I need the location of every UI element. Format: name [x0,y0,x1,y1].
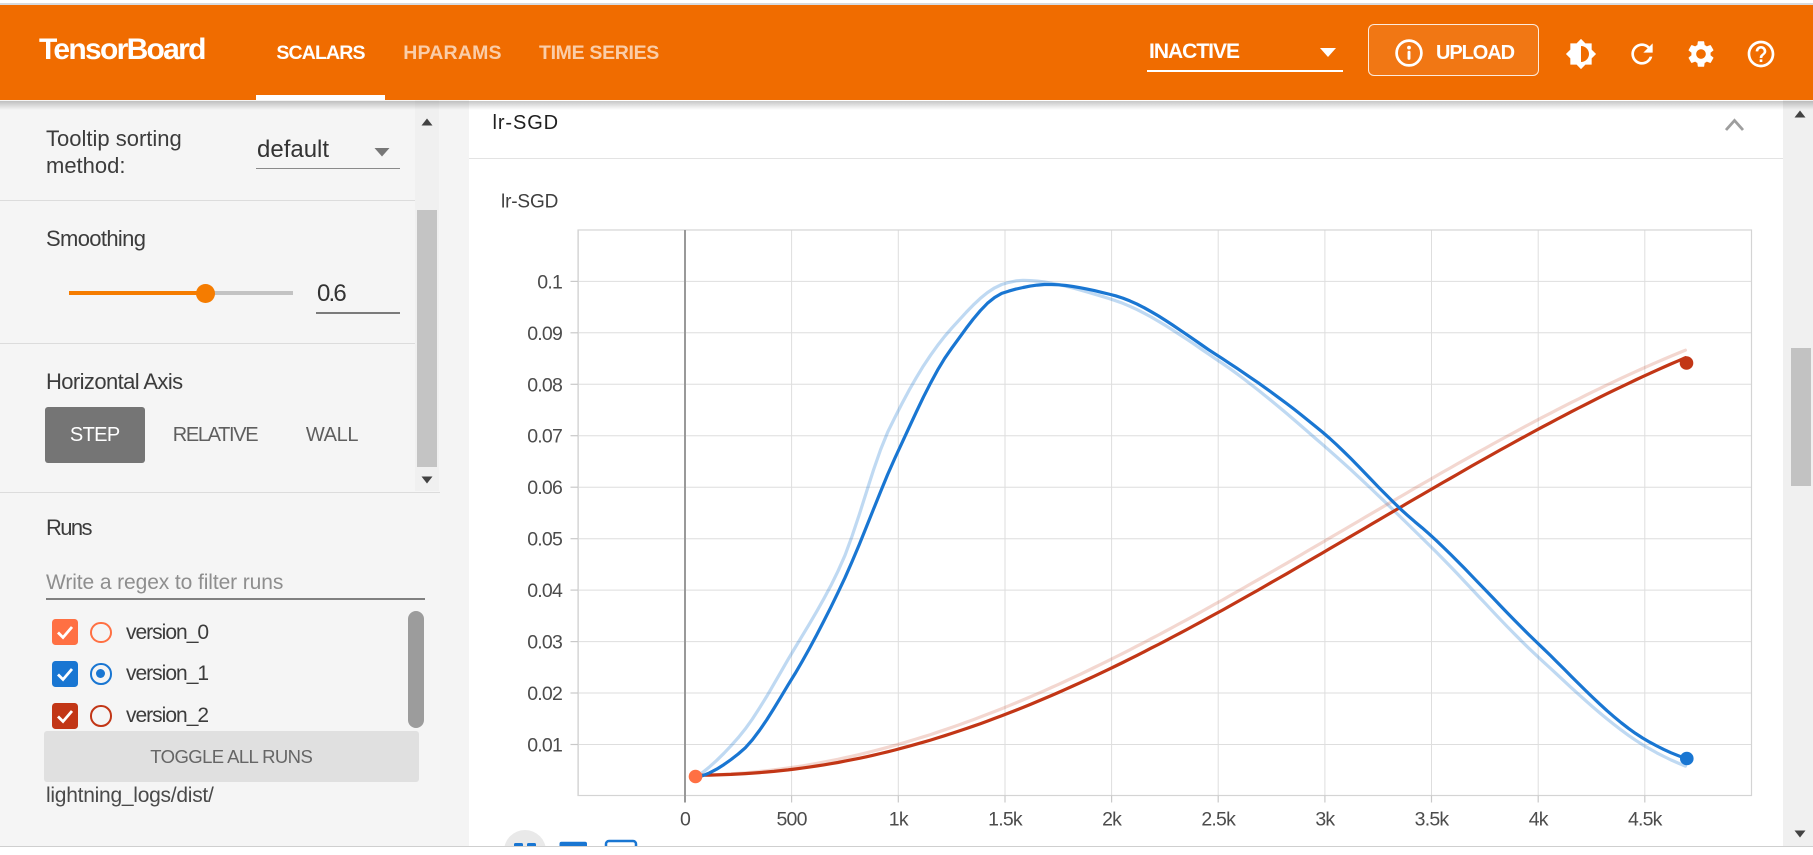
svg-text:4.5k: 4.5k [1628,809,1663,831]
svg-text:0.03: 0.03 [527,632,562,654]
svg-text:3k: 3k [1315,809,1335,831]
svg-text:1.5k: 1.5k [988,809,1023,831]
svg-text:2.5k: 2.5k [1201,809,1236,831]
svg-text:0.01: 0.01 [527,735,562,757]
svg-text:0.06: 0.06 [527,477,562,499]
svg-text:lr-SGD: lr-SGD [501,192,558,213]
svg-text:1k: 1k [889,809,909,831]
svg-text:0.08: 0.08 [527,374,562,396]
svg-text:2k: 2k [1102,809,1122,831]
svg-text:0.09: 0.09 [527,323,562,345]
svg-text:0.1: 0.1 [537,271,562,293]
svg-text:0: 0 [680,809,691,831]
svg-text:0.04: 0.04 [527,580,563,602]
svg-text:4k: 4k [1529,809,1549,831]
svg-text:0.05: 0.05 [527,529,563,551]
svg-text:500: 500 [777,809,808,831]
svg-text:3.5k: 3.5k [1415,809,1450,831]
svg-text:0.07: 0.07 [527,426,562,448]
svg-text:0.02: 0.02 [527,683,562,705]
